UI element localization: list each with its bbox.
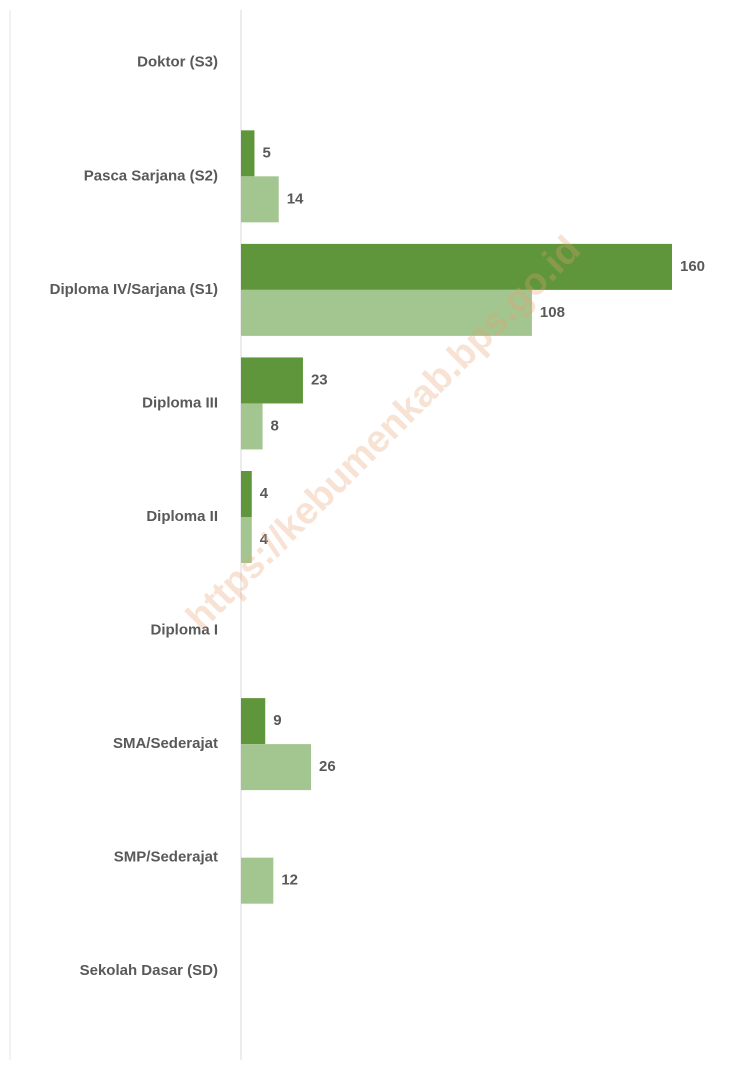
data-label: 12 (281, 872, 298, 889)
bar (241, 357, 303, 404)
bar (241, 130, 255, 177)
y-tick-label: Diploma IV/Sarjana (S1) (50, 281, 218, 298)
bar (241, 243, 672, 290)
y-tick-label: Diploma I (150, 622, 218, 639)
bar (241, 471, 252, 517)
data-label: 14 (287, 190, 304, 207)
bar (241, 857, 274, 904)
y-tick-label: Pasca Sarjana (S2) (84, 167, 218, 184)
data-label: 26 (319, 758, 336, 775)
data-label: 9 (273, 712, 281, 729)
data-label: 160 (680, 258, 705, 275)
data-label: 108 (540, 304, 565, 321)
bar (241, 744, 312, 791)
y-tick-label: SMA/Sederajat (113, 735, 218, 752)
data-label: 8 (271, 417, 279, 434)
y-tick-label: SMP/Sederajat (114, 849, 218, 866)
y-tick-label: Sekolah Dasar (SD) (80, 962, 218, 979)
bar (241, 403, 263, 450)
bar (241, 517, 252, 563)
bar (241, 176, 279, 223)
y-tick-label: Doktor (S3) (137, 54, 218, 71)
data-label: 23 (311, 371, 328, 388)
data-label: 4 (260, 531, 269, 548)
bar (241, 289, 532, 336)
bar (241, 698, 266, 745)
data-label: 4 (260, 485, 269, 502)
y-tick-label: Diploma II (146, 508, 218, 525)
y-tick-label: Diploma III (142, 394, 218, 411)
data-label: 5 (262, 144, 270, 161)
